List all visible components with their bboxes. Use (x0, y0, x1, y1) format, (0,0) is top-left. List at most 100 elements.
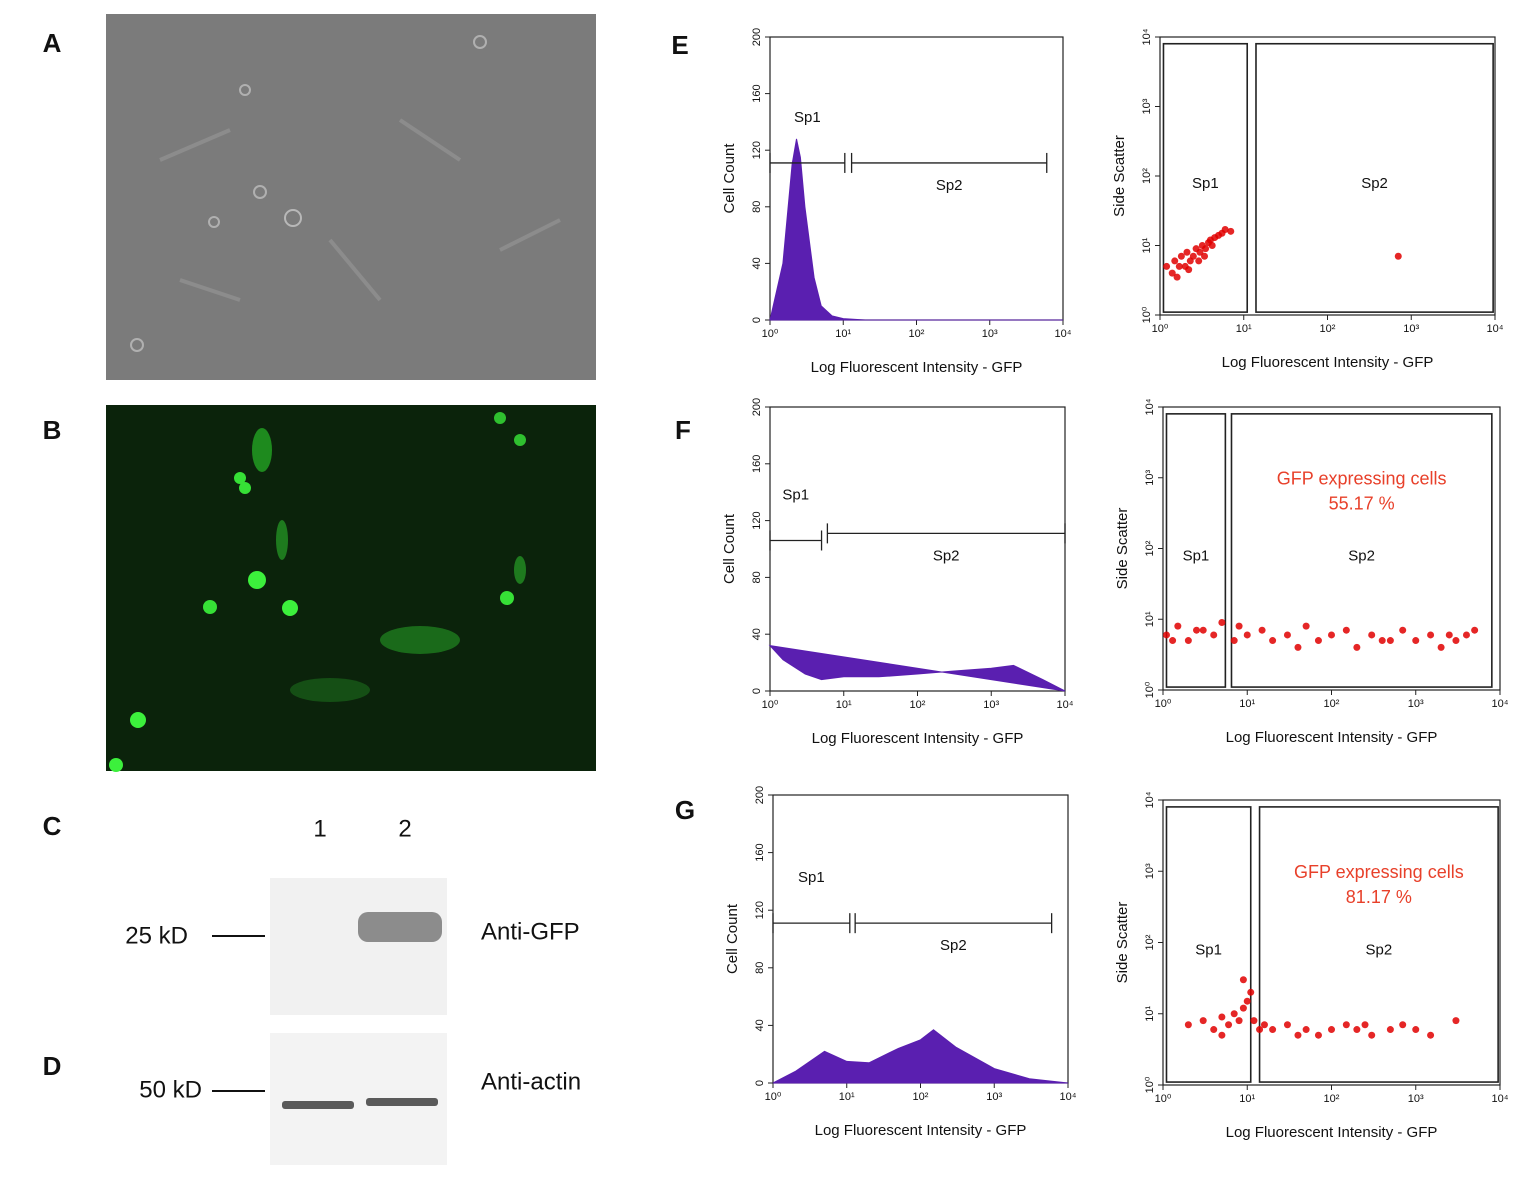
scatter-point (1353, 643, 1361, 651)
x-axis-label: Log Fluorescent Intensity - GFP (1226, 729, 1438, 746)
x-tick-label: 10⁰ (1155, 698, 1172, 710)
gate-label: Sp2 (933, 547, 960, 564)
y-tick-label: 10¹ (1144, 1005, 1156, 1021)
scatter-point (1189, 252, 1197, 260)
scatter-point (1199, 1017, 1207, 1025)
x-tick-label: 10² (913, 1091, 929, 1103)
x-tick-label: 10⁴ (1492, 1093, 1509, 1105)
gate-label: Sp1 (782, 486, 809, 503)
gate-box (1255, 42, 1494, 313)
x-tick-label: 10³ (986, 1091, 1002, 1103)
scatter-point (1258, 626, 1266, 634)
y-axis-label: Cell Count (724, 903, 741, 974)
x-axis-label: Log Fluorescent Intensity - GFP (1222, 354, 1434, 371)
western-blot-d (212, 1033, 447, 1165)
scatter-point (1294, 1031, 1302, 1039)
scatter-point (1452, 637, 1460, 645)
scatter-point (1218, 618, 1226, 626)
gate-label: Sp1 (794, 109, 821, 126)
scatter-point (1302, 622, 1310, 630)
scatter-point (1201, 252, 1209, 260)
scatter-point (1386, 1026, 1394, 1034)
y-tick-label: 10³ (1141, 98, 1153, 114)
x-tick-label: 10¹ (835, 328, 851, 340)
scatter-point (1247, 988, 1255, 996)
scatter-point (1162, 631, 1170, 639)
y-tick-label: 40 (751, 628, 763, 640)
y-tick-label: 160 (754, 843, 766, 861)
scatter-point (1437, 643, 1445, 651)
scatter-point (1399, 626, 1407, 634)
x-axis-label: Log Fluorescent Intensity - GFP (815, 1122, 1027, 1139)
x-axis-label: Log Fluorescent Intensity - GFP (811, 359, 1023, 376)
panel-label: E (671, 30, 688, 60)
y-axis-label: Side Scatter (1111, 135, 1128, 217)
lane-label: 1 (313, 815, 326, 842)
annotation: GFP expressing cells (1294, 862, 1464, 882)
scatter-point (1283, 631, 1291, 639)
scatter-point (1171, 257, 1179, 265)
x-tick-label: 10³ (982, 328, 998, 340)
histogram-area (768, 644, 1066, 692)
gate-label: Sp1 (1192, 175, 1219, 192)
scatter-point (1177, 252, 1185, 260)
y-tick-label: 0 (751, 317, 763, 323)
x-tick-label: 10¹ (836, 699, 852, 711)
scatter-point (1427, 1031, 1435, 1039)
scatter-point (1239, 1004, 1247, 1012)
scatter-point (1314, 637, 1322, 645)
gate-label: Sp2 (1365, 941, 1392, 958)
histogram-area (769, 138, 1063, 321)
y-tick-label: 10³ (1144, 469, 1156, 485)
lane-label: 2 (398, 815, 411, 842)
scatter-point (1168, 269, 1176, 277)
scatter-point (1471, 626, 1479, 634)
y-tick-label: 10⁰ (1141, 306, 1153, 323)
plot-frame (769, 406, 1066, 692)
scatter-point (1183, 248, 1191, 256)
annotation: 81.17 % (1346, 887, 1412, 907)
y-tick-label: 160 (751, 455, 763, 473)
y-tick-label: 10³ (1144, 863, 1156, 879)
y-axis-label: Side Scatter (1114, 902, 1131, 984)
scatter-point (1169, 637, 1177, 645)
scatter-point (1368, 1031, 1376, 1039)
y-tick-label: 10⁰ (1144, 681, 1156, 698)
scatter-point (1235, 1017, 1243, 1025)
scatter-point (1243, 631, 1251, 639)
gate-label: Sp1 (1195, 941, 1222, 958)
gate-box (1165, 413, 1227, 688)
gate-label: Sp2 (940, 937, 967, 954)
x-tick-label: 10¹ (1236, 323, 1252, 335)
scatter-point (1328, 631, 1335, 639)
panel-label: A (43, 28, 62, 58)
y-axis-label: Cell Count (721, 143, 738, 214)
x-tick-label: 10¹ (1239, 1093, 1255, 1105)
x-tick-label: 10⁰ (1155, 1093, 1172, 1105)
scatter-point (1218, 1031, 1226, 1039)
scatter-point (1427, 631, 1435, 639)
scatter-point (1378, 637, 1386, 645)
scatter-point (1173, 273, 1181, 281)
scatter-point (1193, 626, 1201, 634)
annotation: GFP expressing cells (1277, 469, 1447, 489)
histogram-area (772, 1029, 1069, 1084)
scatter-point (1342, 1021, 1350, 1029)
gate-label: Sp1 (1183, 547, 1210, 564)
y-tick-label: 120 (754, 901, 766, 919)
scatter-point (1445, 631, 1453, 639)
x-tick-label: 10³ (1403, 323, 1419, 335)
brightfield-image (106, 14, 596, 380)
y-tick-label: 200 (751, 398, 763, 416)
panel-label: B (43, 415, 62, 445)
x-tick-label: 10³ (1408, 1093, 1424, 1105)
panel-label: G (675, 795, 695, 825)
scatter-point (1283, 1021, 1291, 1029)
y-tick-label: 10¹ (1141, 237, 1153, 253)
gate-box (1258, 806, 1499, 1083)
scatter-point (1227, 227, 1235, 235)
panel-label: F (675, 415, 691, 445)
scatter-point (1235, 622, 1243, 630)
scatter-point (1185, 266, 1193, 274)
